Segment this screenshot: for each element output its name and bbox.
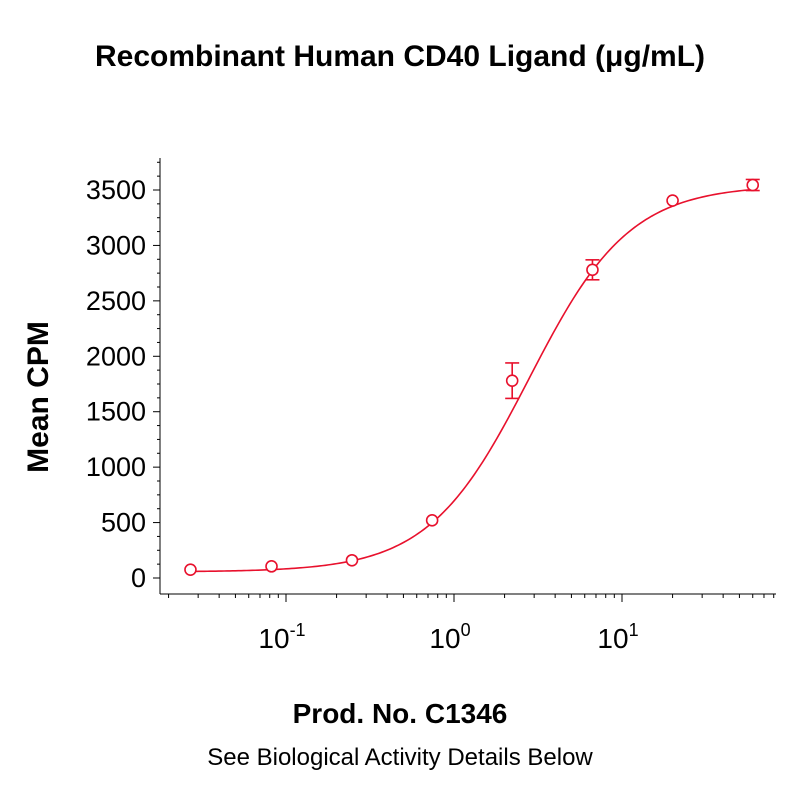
x-tick-label: 100 bbox=[429, 620, 470, 654]
y-tick-label: 3000 bbox=[86, 230, 146, 260]
data-point bbox=[184, 563, 197, 576]
x-tick-label: 101 bbox=[597, 620, 638, 654]
data-point bbox=[505, 362, 520, 400]
y-tick-label: 500 bbox=[101, 508, 146, 538]
y-tick-label: 1500 bbox=[86, 397, 146, 427]
data-marker bbox=[666, 194, 679, 207]
data-point bbox=[345, 553, 359, 567]
data-point bbox=[425, 514, 439, 527]
data-marker bbox=[265, 560, 278, 573]
product-number: Prod. No. C1346 bbox=[292, 698, 508, 729]
y-tick-label: 2000 bbox=[86, 341, 146, 371]
fit-curve-layer bbox=[190, 188, 753, 573]
data-point bbox=[265, 560, 278, 573]
axes: 0 500 1000 1500 2000 2500 3000 3500 10-1 100 101 bbox=[86, 158, 776, 654]
data-point bbox=[585, 259, 600, 281]
y-tick-label: 3500 bbox=[86, 175, 146, 205]
fit-curve bbox=[190, 188, 753, 573]
data-marker bbox=[345, 553, 359, 567]
y-tick-label: 0 bbox=[131, 563, 146, 593]
y-tick-label: 2500 bbox=[86, 286, 146, 316]
data-marker bbox=[505, 374, 519, 387]
chart-title: Recombinant Human CD40 Ligand (μg/mL) bbox=[94, 40, 706, 73]
data-point bbox=[745, 178, 760, 192]
x-tick-label: 10-1 bbox=[258, 620, 305, 654]
data-marker bbox=[746, 178, 760, 192]
y-tick-label: 1000 bbox=[86, 452, 146, 482]
data-points-layer bbox=[184, 178, 760, 576]
data-marker bbox=[425, 514, 439, 527]
activity-note: See Biological Activity Details Below bbox=[207, 744, 593, 771]
data-marker bbox=[184, 563, 197, 576]
data-point bbox=[666, 194, 679, 207]
data-marker bbox=[586, 263, 599, 277]
